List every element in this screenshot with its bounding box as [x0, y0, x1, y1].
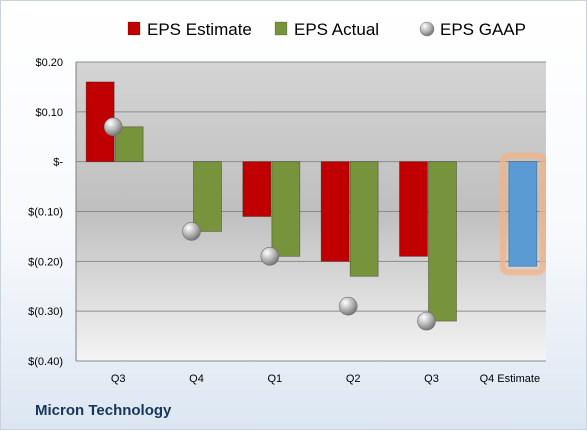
point-eps-gaap	[103, 117, 123, 137]
legend-swatch	[274, 21, 288, 36]
legend-label: EPS GAAP	[440, 20, 526, 39]
bar-eps-estimate	[399, 161, 428, 257]
y-tick-label: $(0.40)	[28, 356, 63, 368]
y-tick-label: $(0.30)	[28, 306, 63, 318]
x-tick-label: Q1	[267, 373, 282, 385]
y-tick-label: $0.10	[35, 107, 63, 119]
x-tick-label: Q3	[111, 373, 126, 385]
x-tick-label: Q3	[424, 373, 439, 385]
bar-eps-estimate	[320, 161, 350, 262]
bar-eps-actual	[193, 161, 222, 232]
point-eps-gaap	[260, 247, 280, 266]
x-tick-label: Q4 Estimate	[480, 373, 541, 385]
y-tick-label: $0.20	[35, 57, 63, 69]
legend-label: EPS Actual	[294, 20, 379, 39]
point-eps-gaap	[182, 222, 201, 241]
legend-swatch	[127, 21, 141, 36]
y-tick-label: $(0.10)	[28, 207, 63, 219]
bar-eps-actual	[349, 161, 379, 277]
y-tick-label: $(0.20)	[28, 256, 63, 268]
x-tick-label: Q4	[189, 373, 204, 385]
legend-swatch	[419, 21, 435, 37]
bar-eps-actual	[428, 161, 457, 322]
point-eps-gaap	[338, 296, 358, 316]
bar-eps-actual	[271, 161, 301, 257]
estimate-highlight	[499, 152, 546, 276]
bar-q4-estimate	[508, 161, 538, 267]
legend-label: EPS Estimate	[147, 20, 252, 39]
y-tick-label: $-	[53, 157, 63, 169]
company-name: Micron Technology	[35, 402, 172, 419]
point-eps-gaap	[417, 311, 436, 331]
x-tick-label: Q2	[346, 373, 361, 385]
bar-eps-estimate	[242, 161, 272, 217]
